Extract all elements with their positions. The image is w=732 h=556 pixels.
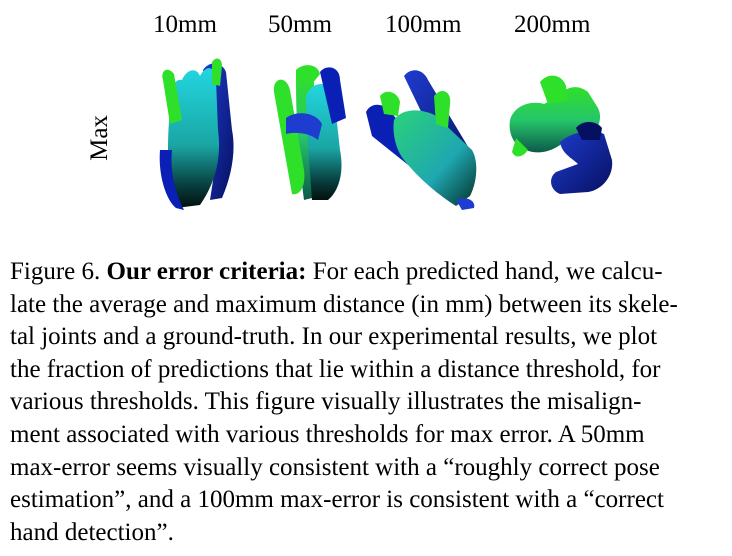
column-label-200mm: 200mm xyxy=(514,11,591,38)
caption-line-1: Figure 6. Our error criteria: For each p… xyxy=(10,256,724,289)
column-label-100mm: 100mm xyxy=(385,11,462,38)
caption-line-7: max-error seems visually consistent with… xyxy=(10,453,660,481)
caption-line-9: hand detection”. xyxy=(10,518,174,546)
caption-line-6: ment associated with various thresholds … xyxy=(10,420,645,448)
caption-line-8: estimation”, and a 100mm max-error is co… xyxy=(10,486,664,514)
figure-panel: 10mm 50mm 100mm 200mm Max xyxy=(0,0,732,235)
column-label-50mm: 50mm xyxy=(268,11,332,38)
caption-line-2: late the average and maximum distance (i… xyxy=(10,290,678,318)
hand-renderings xyxy=(159,58,613,210)
figure-caption: Figure 6. Our error criteria: For each p… xyxy=(10,256,724,549)
hand-10mm xyxy=(159,58,234,210)
hand-100mm xyxy=(366,70,477,210)
caption-line-4: the fraction of predictions that lie wit… xyxy=(10,355,661,383)
column-label-10mm: 10mm xyxy=(153,11,217,38)
caption-figure-number: Figure 6. xyxy=(10,258,101,285)
caption-bold-title: Our error criteria: xyxy=(106,258,307,285)
caption-line-5: various thresholds. This figure visually… xyxy=(10,388,642,416)
caption-line-1-rest: For each predicted hand, we calcu- xyxy=(312,258,663,285)
hand-50mm xyxy=(273,65,346,200)
caption-line-3: tal joints and a ground-truth. In our ex… xyxy=(10,323,658,351)
hand-200mm xyxy=(509,75,613,194)
